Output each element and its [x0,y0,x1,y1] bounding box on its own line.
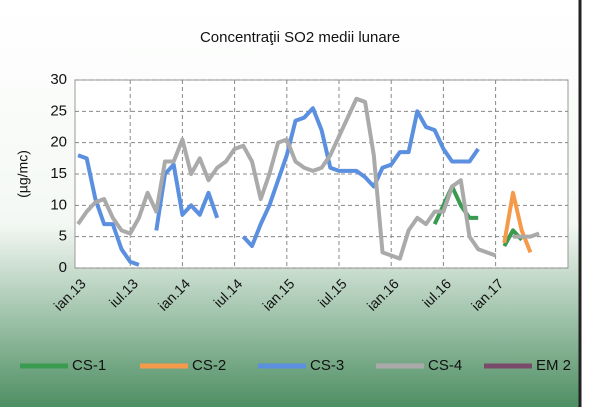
series-line [77,106,480,267]
y-tick-label: 20 [50,134,67,151]
legend-label: EM 2 [536,357,571,374]
legend-label: CS-2 [192,357,226,374]
series-line [76,96,540,261]
y-tick-label: 30 [50,71,67,88]
y-axis-label: (µg/mc) [15,150,31,198]
y-tick-label: 5 [59,228,67,245]
legend-label: CS-3 [310,357,344,374]
y-tick-label: 10 [50,196,67,213]
y-tick-label: 15 [50,165,67,182]
legend-label: CS-1 [72,357,106,374]
legend-label: CS-4 [428,357,462,374]
y-tick-label: 25 [50,102,67,119]
y-tick-label: 0 [59,259,67,276]
chart-title: Concentraţii SO2 medii lunare [200,29,400,46]
series-line [502,190,533,254]
